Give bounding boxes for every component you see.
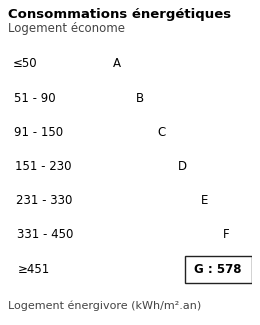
Text: ≤50: ≤50 (13, 57, 37, 70)
Text: 51 - 90: 51 - 90 (14, 92, 55, 105)
Text: 231 - 330: 231 - 330 (16, 194, 73, 207)
Text: ≥451: ≥451 (18, 263, 50, 276)
Text: D: D (178, 160, 187, 173)
Text: Consommations énergétiques: Consommations énergétiques (8, 8, 231, 21)
Text: Logement énergivore (kWh/m².an): Logement énergivore (kWh/m².an) (8, 301, 201, 311)
Text: E: E (201, 194, 208, 207)
Text: C: C (157, 126, 165, 139)
FancyBboxPatch shape (185, 255, 251, 283)
Text: F: F (223, 228, 229, 241)
Text: Logement économe: Logement économe (8, 22, 125, 35)
Text: B: B (136, 92, 144, 105)
Text: 91 - 150: 91 - 150 (15, 126, 64, 139)
Text: 151 - 230: 151 - 230 (15, 160, 72, 173)
Text: G : 578: G : 578 (194, 263, 242, 276)
Text: A: A (112, 57, 120, 70)
Text: 331 - 450: 331 - 450 (17, 228, 74, 241)
